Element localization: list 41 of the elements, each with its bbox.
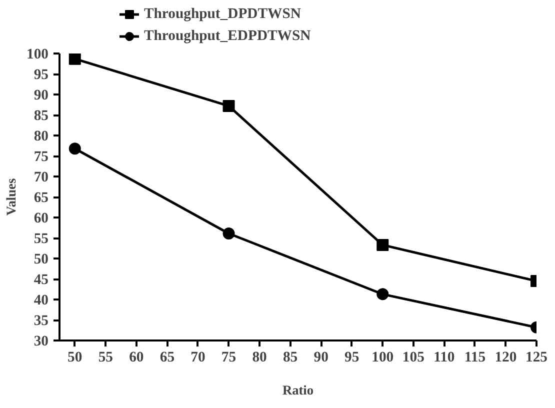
y-tick-label: 55	[34, 231, 48, 247]
x-axis-title: Ratio	[282, 382, 314, 398]
x-tick-label: 80	[252, 350, 267, 366]
point	[222, 228, 235, 240]
y-tick-label: 70	[34, 170, 48, 186]
point	[68, 54, 81, 65]
x-tick-label: 85	[282, 350, 298, 366]
y-tick-label: 30	[34, 334, 48, 350]
x-tick-label: 75	[221, 350, 236, 366]
x-tick-label: 125	[526, 350, 548, 366]
y-tick-label: 80	[34, 128, 48, 144]
legend-label: Throughput_EDPDTWSN	[144, 28, 311, 44]
x-tick-label: 50	[68, 350, 82, 366]
x-tick-label: 90	[314, 350, 328, 366]
point	[222, 100, 235, 112]
x-tick-label: 70	[190, 350, 206, 366]
x-tick-label: 55	[98, 350, 113, 366]
x-tick-label: 65	[160, 350, 175, 366]
y-tick-label: 85	[34, 108, 48, 124]
y-tick-label: 45	[34, 272, 48, 288]
point	[68, 142, 81, 155]
x-tick-label: 60	[129, 350, 144, 366]
y-tick-label: 50	[34, 252, 48, 268]
point	[376, 238, 389, 251]
y-tick-label: 100	[26, 46, 48, 62]
y-tick-label: 65	[34, 190, 48, 206]
y-tick-label: 40	[34, 292, 48, 308]
x-tick-label: 120	[494, 350, 517, 366]
y-tick-label: 75	[34, 149, 48, 165]
point	[376, 288, 389, 300]
y-tick-label: 95	[34, 67, 48, 83]
x-tick-label: 95	[344, 350, 360, 366]
y-tick-label: 35	[34, 313, 48, 329]
y-tick-label: 60	[34, 210, 48, 226]
x-tick-label: 115	[464, 350, 486, 366]
x-tick-label: 105	[402, 350, 424, 366]
y-tick-label: 90	[34, 88, 48, 104]
x-tick-label: 110	[434, 350, 455, 366]
x-tick-label: 100	[372, 350, 394, 366]
y-axis-title: Values	[4, 178, 19, 216]
legend-label: Throughput_DPDTWSN	[144, 6, 301, 22]
